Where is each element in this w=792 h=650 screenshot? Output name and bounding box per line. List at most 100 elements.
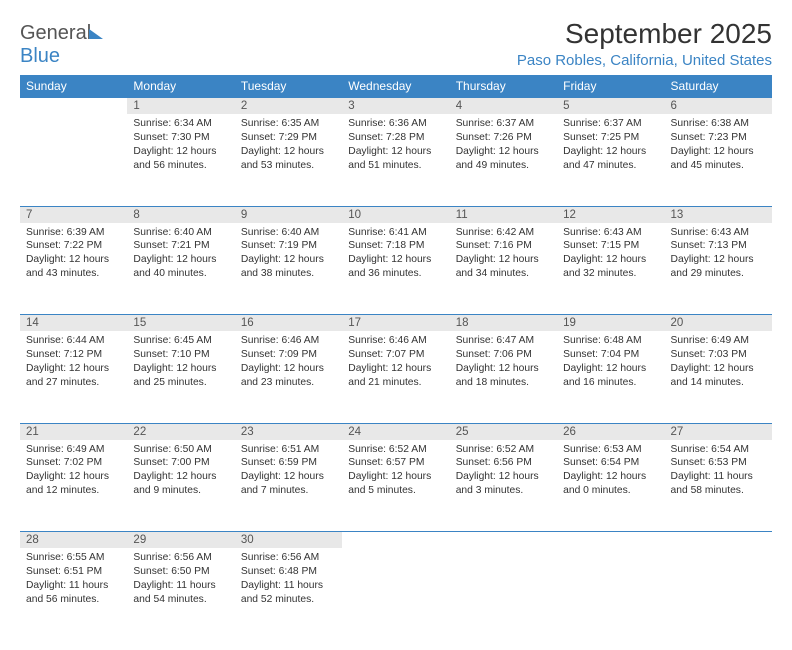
day-cell: Sunrise: 6:49 AMSunset: 7:03 PMDaylight:… <box>665 331 772 423</box>
day-cell: Sunrise: 6:52 AMSunset: 6:57 PMDaylight:… <box>342 440 449 532</box>
day-number: 12 <box>557 206 664 223</box>
day-cell: Sunrise: 6:35 AMSunset: 7:29 PMDaylight:… <box>235 114 342 206</box>
sunrise-text: Sunrise: 6:56 AM <box>241 551 336 565</box>
daynum-row: 123456 <box>20 98 772 115</box>
daynum-row: 78910111213 <box>20 206 772 223</box>
daylight-text: and 47 minutes. <box>563 159 658 173</box>
sunrise-text: Sunrise: 6:44 AM <box>26 334 121 348</box>
day-cell: Sunrise: 6:56 AMSunset: 6:50 PMDaylight:… <box>127 548 234 640</box>
content-row: Sunrise: 6:39 AMSunset: 7:22 PMDaylight:… <box>20 223 772 315</box>
day-cell <box>557 548 664 640</box>
daylight-text: Daylight: 11 hours <box>241 579 336 593</box>
daylight-text: Daylight: 12 hours <box>348 470 443 484</box>
daylight-text: and 3 minutes. <box>456 484 551 498</box>
sunrise-text: Sunrise: 6:46 AM <box>241 334 336 348</box>
daylight-text: and 0 minutes. <box>563 484 658 498</box>
day-header: Friday <box>557 75 664 98</box>
sunrise-text: Sunrise: 6:56 AM <box>133 551 228 565</box>
day-cell: Sunrise: 6:38 AMSunset: 7:23 PMDaylight:… <box>665 114 772 206</box>
daylight-text: Daylight: 11 hours <box>133 579 228 593</box>
day-number <box>342 532 449 549</box>
daylight-text: Daylight: 12 hours <box>26 253 121 267</box>
daylight-text: and 58 minutes. <box>671 484 766 498</box>
daylight-text: Daylight: 12 hours <box>456 253 551 267</box>
content-row: Sunrise: 6:44 AMSunset: 7:12 PMDaylight:… <box>20 331 772 423</box>
sunset-text: Sunset: 7:00 PM <box>133 456 228 470</box>
sunset-text: Sunset: 7:12 PM <box>26 348 121 362</box>
daylight-text: and 16 minutes. <box>563 376 658 390</box>
day-cell <box>665 548 772 640</box>
day-cell: Sunrise: 6:41 AMSunset: 7:18 PMDaylight:… <box>342 223 449 315</box>
day-cell: Sunrise: 6:40 AMSunset: 7:21 PMDaylight:… <box>127 223 234 315</box>
sunrise-text: Sunrise: 6:37 AM <box>563 117 658 131</box>
daylight-text: Daylight: 12 hours <box>133 145 228 159</box>
day-cell: Sunrise: 6:56 AMSunset: 6:48 PMDaylight:… <box>235 548 342 640</box>
day-number: 16 <box>235 315 342 332</box>
day-header: Sunday <box>20 75 127 98</box>
day-cell: Sunrise: 6:43 AMSunset: 7:13 PMDaylight:… <box>665 223 772 315</box>
sunrise-text: Sunrise: 6:53 AM <box>563 443 658 457</box>
sunset-text: Sunset: 7:19 PM <box>241 239 336 253</box>
sunset-text: Sunset: 6:51 PM <box>26 565 121 579</box>
daylight-text: and 9 minutes. <box>133 484 228 498</box>
daylight-text: Daylight: 12 hours <box>26 470 121 484</box>
day-number <box>20 98 127 115</box>
sunrise-text: Sunrise: 6:52 AM <box>348 443 443 457</box>
daylight-text: and 29 minutes. <box>671 267 766 281</box>
day-cell <box>20 114 127 206</box>
content-row: Sunrise: 6:49 AMSunset: 7:02 PMDaylight:… <box>20 440 772 532</box>
day-number: 21 <box>20 423 127 440</box>
day-number <box>665 532 772 549</box>
day-number: 2 <box>235 98 342 115</box>
day-cell: Sunrise: 6:42 AMSunset: 7:16 PMDaylight:… <box>450 223 557 315</box>
day-cell: Sunrise: 6:52 AMSunset: 6:56 PMDaylight:… <box>450 440 557 532</box>
sunset-text: Sunset: 7:13 PM <box>671 239 766 253</box>
daylight-text: and 18 minutes. <box>456 376 551 390</box>
sunset-text: Sunset: 7:04 PM <box>563 348 658 362</box>
day-number: 13 <box>665 206 772 223</box>
daylight-text: and 23 minutes. <box>241 376 336 390</box>
day-number: 1 <box>127 98 234 115</box>
day-header: Saturday <box>665 75 772 98</box>
day-header-row: Sunday Monday Tuesday Wednesday Thursday… <box>20 75 772 98</box>
sunrise-text: Sunrise: 6:49 AM <box>671 334 766 348</box>
sunset-text: Sunset: 7:06 PM <box>456 348 551 362</box>
day-number: 24 <box>342 423 449 440</box>
day-number: 25 <box>450 423 557 440</box>
day-number: 30 <box>235 532 342 549</box>
sunrise-text: Sunrise: 6:46 AM <box>348 334 443 348</box>
day-number: 6 <box>665 98 772 115</box>
daylight-text: and 27 minutes. <box>26 376 121 390</box>
sunrise-text: Sunrise: 6:50 AM <box>133 443 228 457</box>
sunrise-text: Sunrise: 6:45 AM <box>133 334 228 348</box>
day-cell: Sunrise: 6:43 AMSunset: 7:15 PMDaylight:… <box>557 223 664 315</box>
daylight-text: and 45 minutes. <box>671 159 766 173</box>
daylight-text: and 21 minutes. <box>348 376 443 390</box>
sunrise-text: Sunrise: 6:52 AM <box>456 443 551 457</box>
sunset-text: Sunset: 7:22 PM <box>26 239 121 253</box>
daylight-text: Daylight: 12 hours <box>671 145 766 159</box>
daylight-text: Daylight: 12 hours <box>671 362 766 376</box>
day-cell: Sunrise: 6:55 AMSunset: 6:51 PMDaylight:… <box>20 548 127 640</box>
daylight-text: Daylight: 12 hours <box>563 362 658 376</box>
day-cell: Sunrise: 6:45 AMSunset: 7:10 PMDaylight:… <box>127 331 234 423</box>
daylight-text: Daylight: 12 hours <box>671 253 766 267</box>
sunrise-text: Sunrise: 6:49 AM <box>26 443 121 457</box>
daylight-text: and 14 minutes. <box>671 376 766 390</box>
daylight-text: Daylight: 12 hours <box>26 362 121 376</box>
daylight-text: and 51 minutes. <box>348 159 443 173</box>
page-subtitle: Paso Robles, California, United States <box>517 52 772 69</box>
day-number: 3 <box>342 98 449 115</box>
day-cell: Sunrise: 6:48 AMSunset: 7:04 PMDaylight:… <box>557 331 664 423</box>
content-row: Sunrise: 6:34 AMSunset: 7:30 PMDaylight:… <box>20 114 772 206</box>
day-number: 14 <box>20 315 127 332</box>
daylight-text: Daylight: 12 hours <box>456 145 551 159</box>
daylight-text: Daylight: 12 hours <box>563 145 658 159</box>
day-header: Wednesday <box>342 75 449 98</box>
day-number: 19 <box>557 315 664 332</box>
day-number: 8 <box>127 206 234 223</box>
sunrise-text: Sunrise: 6:40 AM <box>133 226 228 240</box>
sunrise-text: Sunrise: 6:43 AM <box>563 226 658 240</box>
daylight-text: and 54 minutes. <box>133 593 228 607</box>
day-cell: Sunrise: 6:44 AMSunset: 7:12 PMDaylight:… <box>20 331 127 423</box>
